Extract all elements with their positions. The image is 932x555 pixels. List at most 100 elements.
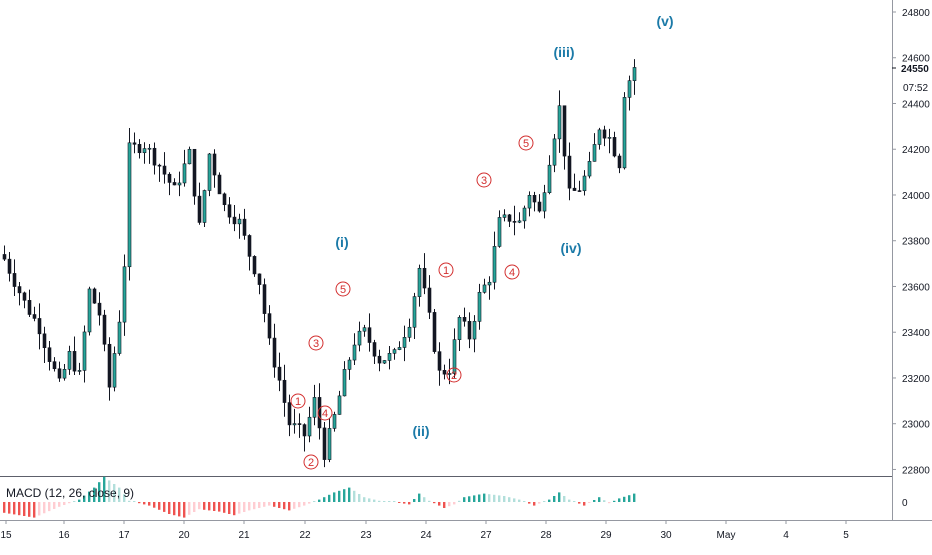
macd-bar xyxy=(373,499,376,502)
candle xyxy=(307,406,312,443)
macd-bar xyxy=(608,502,611,504)
svg-text:3: 3 xyxy=(313,338,319,350)
candle xyxy=(532,191,537,212)
candle xyxy=(42,326,47,364)
macd-bar xyxy=(218,502,221,512)
candle xyxy=(612,131,617,158)
price-tick-label: 24200 xyxy=(902,145,930,156)
macd-bar xyxy=(118,487,121,502)
macd-bar xyxy=(553,496,556,502)
candle xyxy=(132,132,137,154)
candle xyxy=(407,318,412,342)
macd-bar xyxy=(103,476,106,502)
price-axis[interactable]: 24800 24600 24400 24200 24000 23800 23600 23400… xyxy=(892,8,930,476)
sub-wave-2a: 2 xyxy=(303,454,319,470)
macd-histogram xyxy=(3,476,636,518)
candle xyxy=(62,364,67,381)
macd-bar xyxy=(148,502,151,506)
time-tick-label: 30 xyxy=(660,530,672,541)
sub-wave-5b: 5 xyxy=(518,135,534,151)
candle xyxy=(162,152,167,184)
candle xyxy=(477,283,482,330)
candle xyxy=(367,313,372,352)
macd-bar xyxy=(408,502,411,505)
candle xyxy=(372,339,377,364)
macd-bar xyxy=(378,500,381,502)
candle xyxy=(112,346,117,392)
macd-bar xyxy=(548,499,551,502)
svg-text:1: 1 xyxy=(295,396,301,408)
candle xyxy=(562,105,567,170)
candle xyxy=(457,315,462,352)
candle xyxy=(357,321,362,352)
macd-bar xyxy=(323,497,326,502)
macd-bar xyxy=(213,502,216,511)
candle xyxy=(327,417,332,463)
candle xyxy=(527,191,532,217)
macd-indicator-label[interactable]: MACD (12, 26, close, 9) xyxy=(6,486,134,500)
wave-label-i: (i) xyxy=(335,234,348,250)
current-price-marker: 24550 07:52 xyxy=(892,64,929,94)
time-tick-label: 27 xyxy=(480,530,492,541)
candle xyxy=(387,345,392,370)
macd-bar xyxy=(193,502,196,512)
macd-bar xyxy=(318,499,321,502)
macd-bar xyxy=(428,500,431,502)
price-tick-label: 24800 xyxy=(902,8,930,19)
macd-bar xyxy=(303,502,306,506)
macd-bar xyxy=(8,502,11,514)
macd-bar xyxy=(223,502,226,513)
price-tick-label: 24600 xyxy=(902,54,930,65)
time-tick-label: 22 xyxy=(299,530,311,541)
time-tick-label: 28 xyxy=(540,530,552,541)
macd-bar xyxy=(208,502,211,511)
macd-bar xyxy=(418,493,421,502)
wave-label-iv: (iv) xyxy=(561,240,582,256)
candle xyxy=(567,142,572,201)
candle xyxy=(462,307,467,327)
candle xyxy=(392,347,397,360)
macd-bar xyxy=(18,502,21,516)
price-tick-label: 23600 xyxy=(902,282,930,293)
macd-bar xyxy=(633,493,636,502)
svg-text:5: 5 xyxy=(523,138,529,150)
candle xyxy=(207,152,212,197)
candle xyxy=(557,90,562,153)
macd-bar xyxy=(133,501,136,502)
macd-bar xyxy=(268,502,271,506)
macd-bar xyxy=(388,501,391,502)
macd-bar xyxy=(413,499,416,502)
sub-wave-3b: 3 xyxy=(476,172,492,188)
macd-bar xyxy=(138,502,141,504)
macd-bar xyxy=(513,498,516,502)
macd-bar xyxy=(163,502,166,512)
candle xyxy=(227,197,232,224)
price-tick-label: 23800 xyxy=(902,237,930,248)
price-tick-label: 22800 xyxy=(902,465,930,476)
candle xyxy=(552,133,557,173)
candle xyxy=(302,423,307,452)
macd-zero-tick: 0 xyxy=(902,498,908,509)
macd-bar xyxy=(353,490,356,502)
candle xyxy=(472,315,477,353)
macd-bar xyxy=(243,502,246,512)
time-tick-label: 20 xyxy=(178,530,190,541)
candle xyxy=(192,148,197,205)
macd-bar xyxy=(328,494,331,502)
macd-bar xyxy=(203,502,206,510)
macd-bar xyxy=(488,494,491,502)
macd-bar xyxy=(168,502,171,514)
candle xyxy=(237,213,242,239)
macd-bar xyxy=(128,500,131,502)
macd-bar xyxy=(468,496,471,502)
candle xyxy=(312,384,317,426)
macd-bar xyxy=(523,501,526,502)
candle xyxy=(597,127,602,150)
candle xyxy=(142,142,147,164)
candle xyxy=(467,312,472,349)
candle xyxy=(122,254,127,336)
candle xyxy=(582,170,587,196)
time-axis[interactable]: 15 16 17 20 21 22 23 24 27 28 29 30 May 4 5 xyxy=(0,520,849,541)
macd-bar xyxy=(58,502,61,507)
